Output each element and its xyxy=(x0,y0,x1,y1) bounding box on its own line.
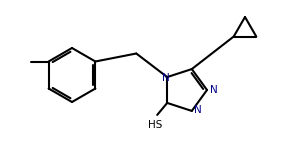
Text: N: N xyxy=(162,73,170,83)
Text: N: N xyxy=(194,105,201,115)
Text: HS: HS xyxy=(148,120,162,130)
Text: N: N xyxy=(210,85,218,95)
